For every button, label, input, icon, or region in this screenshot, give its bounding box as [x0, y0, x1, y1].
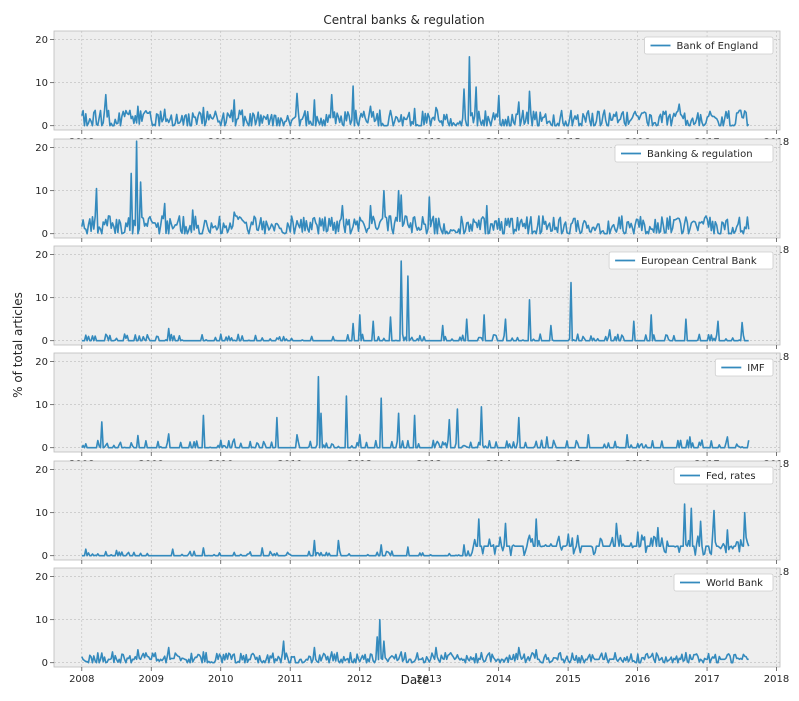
plot-area: [53, 567, 781, 668]
x-tick-label: 2016: [625, 674, 650, 685]
y-tick-label: 20: [35, 143, 48, 154]
legend-imf: IMF: [714, 358, 774, 377]
plot-area: [53, 460, 781, 561]
legend-world-bank: World Bank: [673, 573, 774, 592]
y-tick-label: 10: [35, 186, 48, 197]
y-tick-label: 20: [35, 35, 48, 46]
series-line-imf: [81, 375, 750, 449]
legend-fed-rates: Fed, rates: [673, 466, 774, 485]
x-tick-label: 2009: [139, 674, 164, 685]
plot-area: [53, 352, 781, 453]
x-tick-label: 2012: [347, 674, 372, 685]
series-line-european-central-bank: [81, 260, 749, 342]
x-tick-label: 2008: [69, 674, 94, 685]
series-line-world-bank: [81, 618, 749, 664]
panel-fed-rates: 2008200920102011201220132014201520162017…: [35, 460, 789, 578]
y-tick-label: 10: [35, 508, 48, 519]
y-tick-label: 10: [35, 293, 48, 304]
x-tick-label: 2015: [555, 674, 580, 685]
figure-title: Central banks & regulation: [323, 13, 484, 27]
y-tick-label: 10: [35, 78, 48, 89]
legend-bank-of-england: Bank of England: [644, 36, 774, 55]
y-tick-label: 0: [42, 658, 48, 669]
y-tick-label: 10: [35, 400, 48, 411]
y-axis-label: % of total articles: [11, 292, 25, 398]
series-line-banking-regulation: [81, 140, 750, 235]
x-tick-label: 2011: [277, 674, 302, 685]
legend-box: [608, 251, 774, 270]
panel-bank-of-england: 2008200920102011201220132014201520162017…: [35, 30, 789, 148]
panel-imf: 2008200920102011201220132014201520162017…: [35, 352, 789, 470]
y-tick-label: 0: [42, 121, 48, 132]
legend-box: [644, 36, 774, 55]
legend-box: [673, 466, 774, 485]
y-tick-label: 20: [35, 465, 48, 476]
series-line-fed-rates: [81, 503, 750, 557]
y-tick-label: 20: [35, 250, 48, 261]
y-tick-label: 0: [42, 551, 48, 562]
x-tick-label: 2010: [208, 674, 233, 685]
legend-label: World Bank: [706, 578, 763, 589]
panel-world-bank: 2008 2009 2010 2011 2012 2013 2014 2015 2016 2017…: [35, 567, 789, 685]
y-tick-label: 0: [42, 336, 48, 347]
y-tick-label: 0: [42, 229, 48, 240]
legend-box: [614, 144, 774, 163]
legend-label: Banking & regulation: [647, 149, 753, 160]
x-tick-label: 2018: [764, 674, 789, 685]
legend-label: European Central Bank: [641, 256, 757, 267]
legend-label: Fed, rates: [706, 471, 756, 482]
x-axis-label: Date: [401, 673, 430, 687]
y-tick-label: 20: [35, 357, 48, 368]
legend-european-central-bank: European Central Bank: [608, 251, 774, 270]
legend-box: [714, 358, 774, 377]
panel-banking-regulation: 2008200920102011201220132014201520162017…: [35, 138, 789, 256]
x-tick-label: 2017: [694, 674, 719, 685]
panels: 2008200920102011201220132014201520162017…: [35, 30, 789, 685]
x-tick-label: 2014: [486, 674, 511, 685]
series-line-bank-of-england: [81, 56, 750, 127]
panel-european-central-bank: 2008200920102011201220132014201520162017…: [35, 245, 789, 363]
legend-banking-regulation: Banking & regulation: [614, 144, 774, 163]
legend-label: IMF: [747, 363, 765, 374]
legend-label: Bank of England: [677, 41, 759, 52]
y-tick-label: 20: [35, 572, 48, 583]
legend-box: [673, 573, 774, 592]
x-tick-label: 2013: [416, 674, 441, 685]
y-tick-label: 0: [42, 443, 48, 454]
y-tick-label: 10: [35, 615, 48, 626]
